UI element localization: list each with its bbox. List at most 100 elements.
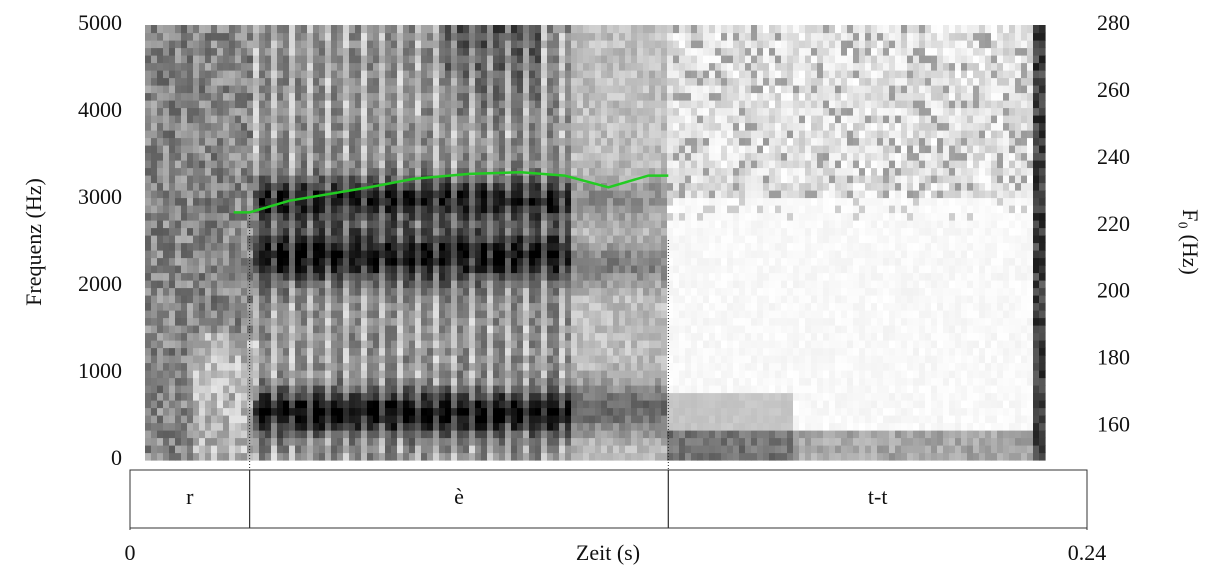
spectrogram-cell xyxy=(487,303,494,311)
spectrogram-cell xyxy=(577,393,584,401)
spectrogram-cell xyxy=(607,385,614,393)
spectrogram-cell xyxy=(535,430,542,438)
spectrogram-cell xyxy=(643,40,650,48)
spectrogram-cell xyxy=(595,175,602,183)
spectrogram-cell xyxy=(571,400,578,408)
spectrogram-cell xyxy=(655,220,662,228)
spectrogram-cell xyxy=(265,378,272,386)
spectrogram-cell xyxy=(577,183,584,191)
spectrogram-cell xyxy=(271,160,278,168)
spectrogram-cell xyxy=(265,198,272,206)
spectrogram-cell xyxy=(385,243,392,251)
spectrogram-cell xyxy=(223,175,230,183)
spectrogram-cell xyxy=(577,145,584,153)
spectrogram-cell xyxy=(397,295,404,303)
spectrogram-cell xyxy=(259,333,266,341)
spectrogram-cell xyxy=(547,220,554,228)
spectrogram-cell xyxy=(595,235,602,243)
spectrogram-cell xyxy=(547,130,554,138)
spectrogram-cell xyxy=(439,385,446,393)
spectrogram-cell xyxy=(331,378,338,386)
spectrogram-cell xyxy=(499,423,506,431)
spectrogram-cell xyxy=(385,85,392,93)
spectrogram-cell xyxy=(211,273,218,281)
spectrogram-cell xyxy=(295,100,302,108)
spectrogram-cell xyxy=(553,198,560,206)
spectrogram-cell xyxy=(499,265,506,273)
spectrogram-cell xyxy=(595,250,602,258)
spectrogram-cell xyxy=(601,175,608,183)
spectrogram-cell xyxy=(277,115,284,123)
spectrogram-cell xyxy=(463,423,470,431)
spectrogram-cell xyxy=(499,453,506,461)
spectrogram-cell xyxy=(367,333,374,341)
spectrogram-cell xyxy=(295,378,302,386)
spectrogram-cell xyxy=(571,258,578,266)
spectrogram-cell xyxy=(253,123,260,131)
spectrogram-cell xyxy=(439,100,446,108)
spectrogram-cell xyxy=(451,190,458,198)
spectrogram-cell xyxy=(421,453,428,461)
spectrogram-cell xyxy=(145,370,152,378)
spectrogram-cell xyxy=(157,70,164,78)
spectrogram-cell xyxy=(187,333,194,341)
spectrogram-cell xyxy=(529,378,536,386)
spectrogram-cell xyxy=(217,130,224,138)
spectrogram-cell xyxy=(355,33,362,41)
spectrogram-cell xyxy=(289,280,296,288)
spectrogram-cell xyxy=(439,190,446,198)
spectrogram-cell xyxy=(229,55,236,63)
spectrogram-cell xyxy=(199,70,206,78)
spectrogram-cell xyxy=(187,48,194,56)
spectrogram-cell xyxy=(241,138,248,146)
spectrogram-cell xyxy=(181,160,188,168)
spectrogram-cell xyxy=(253,153,260,161)
spectrogram-cell xyxy=(229,430,236,438)
spectrogram-cell xyxy=(295,393,302,401)
spectrogram-cell xyxy=(475,115,482,123)
spectrogram-cell xyxy=(511,295,518,303)
spectrogram-cell xyxy=(631,400,638,408)
spectrogram-cell xyxy=(439,393,446,401)
spectrogram-cell xyxy=(547,250,554,258)
spectrogram-cell xyxy=(145,100,152,108)
spectrogram-cell xyxy=(391,115,398,123)
spectrogram-cell xyxy=(541,213,548,221)
spectrogram-cell xyxy=(499,63,506,71)
spectrogram-cell xyxy=(157,310,164,318)
spectrogram-cell xyxy=(643,265,650,273)
spectrogram-cell xyxy=(403,273,410,281)
spectrogram-cell xyxy=(499,385,506,393)
spectrogram-cell xyxy=(247,138,254,146)
spectrogram-cell xyxy=(385,408,392,416)
spectrogram-cell xyxy=(217,310,224,318)
spectrogram-cell xyxy=(439,33,446,41)
spectrogram-cell xyxy=(253,115,260,123)
spectrogram-cell xyxy=(157,100,164,108)
spectrogram-cell xyxy=(655,243,662,251)
spectrogram-cell xyxy=(481,445,488,453)
spectrogram-cell xyxy=(145,363,152,371)
spectrogram-cell xyxy=(499,55,506,63)
spectrogram-cell xyxy=(505,265,512,273)
spectrogram-cell xyxy=(301,310,308,318)
spectrogram-cell xyxy=(391,190,398,198)
spectrogram-cell xyxy=(655,213,662,221)
spectrogram-cell xyxy=(571,220,578,228)
spectrogram-cell xyxy=(529,453,536,461)
spectrogram-cell xyxy=(259,145,266,153)
spectrogram-cell xyxy=(229,423,236,431)
spectrogram-cell xyxy=(325,205,332,213)
spectrogram-cell xyxy=(379,415,386,423)
spectrogram-cell xyxy=(415,198,422,206)
spectrogram-cell xyxy=(199,415,206,423)
spectrogram-cell xyxy=(643,243,650,251)
spectrogram-cell xyxy=(535,250,542,258)
spectrogram-cell xyxy=(181,190,188,198)
spectrogram-cell xyxy=(511,115,518,123)
spectrogram-cell xyxy=(505,25,512,33)
spectrogram-cell xyxy=(421,280,428,288)
spectrogram-cell xyxy=(163,288,170,296)
spectrogram-cell xyxy=(193,288,200,296)
spectrogram-cell xyxy=(385,453,392,461)
